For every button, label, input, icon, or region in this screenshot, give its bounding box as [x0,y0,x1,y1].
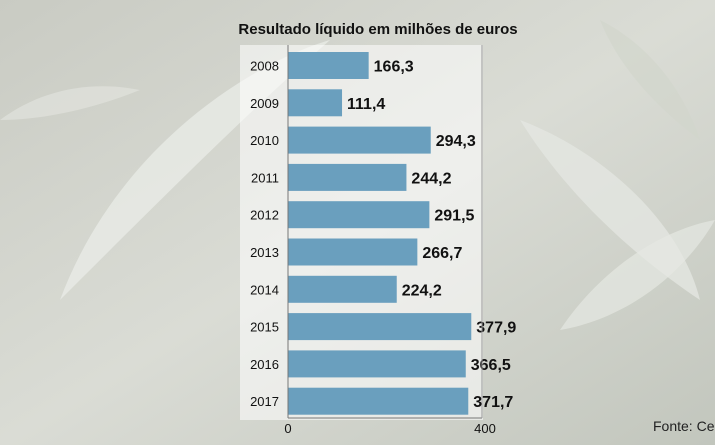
y-tick-label: 2009 [250,96,279,111]
bar-2013 [288,238,418,266]
x-tick-label: 0 [284,421,291,436]
source-label: Fonte: Cel [653,418,715,434]
value-label: 111,4 [347,96,385,113]
bar-2010 [288,126,431,154]
y-tick-label: 2011 [251,170,279,185]
leaf-shape [560,220,715,330]
bar-2016 [288,350,466,378]
y-tick-label: 2015 [250,320,279,335]
value-label: 244,2 [411,170,451,187]
bar-2011 [288,163,407,191]
value-label: 366,5 [471,357,511,374]
y-tick-label: 2013 [250,245,279,260]
y-tick-label: 2008 [250,59,279,74]
chart-title: Resultado líquido em milhões de euros [238,21,517,38]
leaf-shape [600,20,700,140]
leaf-shape [0,86,140,120]
bar-2008 [288,52,369,79]
bar-2009 [288,89,343,117]
value-label: 266,7 [422,245,462,262]
bar-2014 [288,275,397,303]
value-label: 294,3 [436,133,476,150]
bar-2012 [288,201,430,229]
y-tick-label: 2016 [250,357,279,372]
y-tick-label: 2014 [250,282,279,297]
y-tick-label: 2012 [250,208,279,223]
value-label: 224,2 [402,282,442,299]
bar-2015 [288,313,472,341]
value-label: 371,7 [473,394,513,411]
y-tick-label: 2010 [250,133,279,148]
bar-2017 [288,387,469,415]
x-tick-label: 400 [474,421,496,436]
value-label: 166,3 [374,59,414,76]
value-label: 377,9 [476,320,516,337]
value-label: 291,5 [434,208,474,225]
y-tick-label: 2017 [250,394,279,409]
